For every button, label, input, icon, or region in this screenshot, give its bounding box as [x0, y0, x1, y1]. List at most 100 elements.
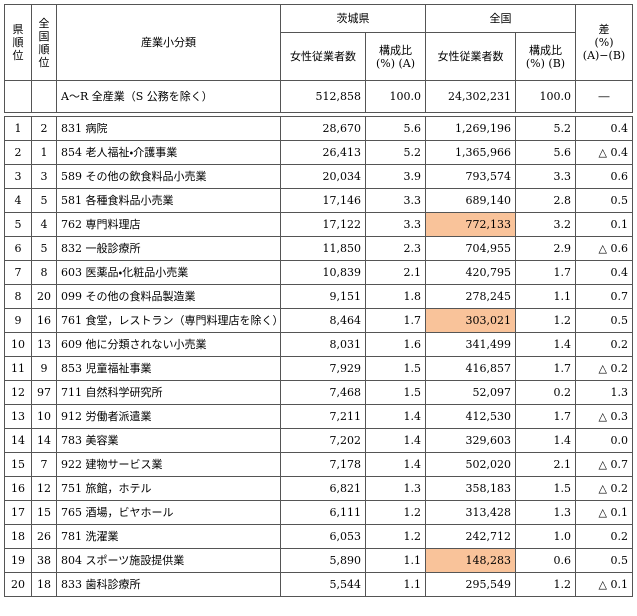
table-cell: 5,890 — [280, 548, 366, 573]
table-cell: 26,413 — [280, 140, 366, 165]
table-cell: 18 — [31, 572, 57, 597]
table-cell: 1.2 — [365, 524, 426, 549]
table-cell: 13 — [31, 332, 57, 357]
table-cell: 6,821 — [280, 476, 366, 501]
table-cell: 97 — [31, 380, 57, 405]
table-cell: 13 — [4, 404, 32, 429]
table-cell: 912 労働者派遣業 — [56, 404, 281, 429]
table-cell: 1.4 — [365, 404, 426, 429]
table-cell: 9,151 — [280, 284, 366, 309]
table-cell: 20,034 — [280, 164, 366, 189]
table-cell: 581 各種食料品小売業 — [56, 188, 281, 213]
table-cell: 1.7 — [515, 260, 576, 285]
table-cell: 783 美容業 — [56, 428, 281, 453]
data-row: 15 7 922 建物サービス業 7,178 1.4 502,020 2.1 △ 0.7 — [4, 452, 633, 477]
table-cell: 7,468 — [280, 380, 366, 405]
table-cell: 12 — [31, 476, 57, 501]
table-cell: 5.2 — [515, 116, 576, 141]
table-cell: 5 — [31, 188, 57, 213]
table-cell: 7,178 — [280, 452, 366, 477]
data-row: 6 5 832 一般診療所 11,850 2.3 704,955 2.9 △ 0.6 — [4, 236, 633, 261]
table-cell: 8,464 — [280, 308, 366, 333]
table-cell: △ 0.2 — [575, 476, 633, 501]
table-cell: 6,053 — [280, 524, 366, 549]
table-cell: 762 専門料理店 — [56, 212, 281, 237]
total-cell: A～R 全産業（S 公務を除く） — [56, 80, 281, 113]
table-cell: 278,245 — [425, 284, 516, 309]
table-cell: 313,428 — [425, 500, 516, 525]
table-cell: 3.9 — [365, 164, 426, 189]
table-cell: 603 医薬品・化粧品小売業 — [56, 260, 281, 285]
table-cell: 1.1 — [365, 548, 426, 573]
table-cell: 0.4 — [575, 260, 633, 285]
table-cell: 1.6 — [365, 332, 426, 357]
data-table: 県 順 位 全国 順位 産業小分類 茨城県 全国 差 (%) (A)−(B) 女… — [4, 4, 633, 597]
table-cell: 38 — [31, 548, 57, 573]
table-cell: 589 その他の飲食料品小売業 — [56, 164, 281, 189]
header-cell: 全国 — [425, 4, 576, 33]
table-cell: 303,021 — [425, 308, 516, 333]
table-cell: 3.3 — [365, 188, 426, 213]
table-cell: 3.3 — [515, 164, 576, 189]
data-row: 20 18 833 歯科診療所 5,544 1.1 295,549 1.2 △ 0.1 — [4, 572, 633, 597]
data-row: 4 5 581 各種食料品小売業 17,146 3.3 689,140 2.8 0.5 — [4, 188, 633, 213]
table-cell: 26 — [31, 524, 57, 549]
data-row: 18 26 781 洗濯業 6,053 1.2 242,712 1.0 0.2 — [4, 524, 633, 549]
table-cell: 833 歯科診療所 — [56, 572, 281, 597]
table-cell: 0.2 — [575, 332, 633, 357]
data-row: 10 13 609 他に分類されない小売業 8,031 1.6 341,499 1.4 0.2 — [4, 332, 633, 357]
header-cell: 女性従業者数 — [425, 32, 516, 81]
table-cell: 831 病院 — [56, 116, 281, 141]
table-cell: 832 一般診療所 — [56, 236, 281, 261]
table-cell: 11,850 — [280, 236, 366, 261]
table-cell: 099 その他の食料品製造業 — [56, 284, 281, 309]
table-cell: 4 — [31, 212, 57, 237]
header-cell: 全国 順位 — [31, 4, 57, 81]
table-cell: 765 酒場，ビヤホール — [56, 500, 281, 525]
data-row: 2 1 854 老人福祉・介護事業 26,413 5.2 1,365,966 5.6 △ 0.… — [4, 140, 633, 165]
table-cell: 10,839 — [280, 260, 366, 285]
table-cell: 6,111 — [280, 500, 366, 525]
data-row: 5 4 762 専門料理店 17,122 3.3 772,133 3.2 0.1 — [4, 212, 633, 237]
table-cell: 1.2 — [365, 500, 426, 525]
table-cell: 772,133 — [425, 212, 516, 237]
table-cell: 853 児童福祉事業 — [56, 356, 281, 381]
table-cell: 1.0 — [515, 524, 576, 549]
table-cell: △ 0.4 — [575, 140, 633, 165]
data-row: 9 16 761 食堂，レストラン（専門料理店を除く） 8,464 1.7 303,021… — [4, 308, 633, 333]
table-cell: 704,955 — [425, 236, 516, 261]
data-row: 16 12 751 旅館，ホテル 6,821 1.3 358,183 1.5 △ 0.2 — [4, 476, 633, 501]
table-cell: 1,365,966 — [425, 140, 516, 165]
table-cell: 0.5 — [575, 548, 633, 573]
table-cell: 5 — [4, 212, 32, 237]
table-cell: 295,549 — [425, 572, 516, 597]
table-cell: 6 — [4, 236, 32, 261]
table-cell: 8 — [31, 260, 57, 285]
table-cell: 7 — [31, 452, 57, 477]
table-cell: 14 — [31, 428, 57, 453]
table-cell: 12 — [4, 380, 32, 405]
table-cell: △ 0.1 — [575, 572, 633, 597]
table-cell: 1.4 — [365, 428, 426, 453]
table-cell: 412,530 — [425, 404, 516, 429]
table-cell: 1.1 — [515, 284, 576, 309]
table-body: A～R 全産業（S 公務を除く） 512,858 100.0 24,302,231 10… — [4, 80, 633, 597]
table-cell: 1.8 — [365, 284, 426, 309]
table-cell: 609 他に分類されない小売業 — [56, 332, 281, 357]
data-row: 8 20 099 その他の食料品製造業 9,151 1.8 278,245 1.1 0.7 — [4, 284, 633, 309]
table-cell: 16 — [31, 308, 57, 333]
header-cell: 構成比 (%) (B) — [515, 32, 576, 81]
empty-cell — [4, 80, 32, 113]
total-cell: 512,858 — [280, 80, 366, 113]
table-cell: 1.1 — [365, 572, 426, 597]
table-cell: 1.7 — [515, 356, 576, 381]
table-cell: 1.7 — [365, 308, 426, 333]
table-cell: 9 — [4, 308, 32, 333]
header-cell: 茨城県 — [280, 4, 426, 33]
table-cell: 7,211 — [280, 404, 366, 429]
table-cell: 761 食堂，レストラン（専門料理店を除く） — [56, 308, 281, 333]
table-cell: 329,603 — [425, 428, 516, 453]
header-cell: 県 順 位 — [4, 4, 32, 81]
table-cell: 7,929 — [280, 356, 366, 381]
